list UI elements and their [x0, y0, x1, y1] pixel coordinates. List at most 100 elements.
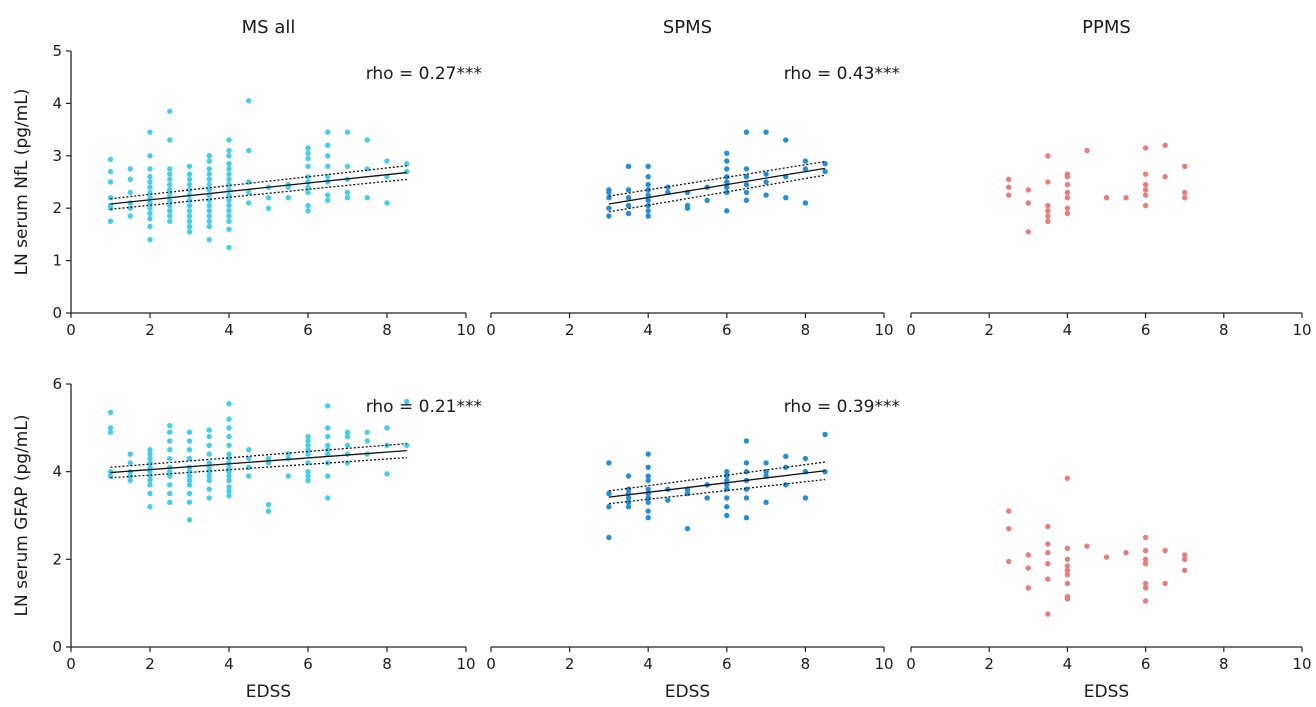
y-tick-label: 4: [52, 463, 62, 481]
data-point: [186, 213, 193, 219]
data-point: [724, 150, 730, 156]
data-point: [246, 189, 252, 196]
data-point: [724, 208, 730, 214]
ci-lower-line: [608, 478, 826, 505]
panel-title: MS all: [242, 17, 296, 38]
data-point: [226, 192, 232, 198]
data-point: [226, 416, 232, 422]
data-point: [1045, 208, 1051, 214]
data-point: [226, 464, 232, 470]
data-point: [1142, 145, 1149, 151]
data-point: [1103, 195, 1110, 201]
data-point: [167, 208, 173, 214]
data-point: [1045, 213, 1051, 219]
data-point: [1064, 171, 1071, 177]
data-point: [1162, 547, 1168, 554]
data-point: [404, 398, 410, 405]
data-point: [246, 455, 252, 462]
data-point: [147, 166, 153, 172]
data-point: [1142, 556, 1149, 563]
data-point: [743, 189, 750, 196]
data-point: [645, 202, 651, 209]
data-point: [107, 409, 114, 416]
data-point: [206, 158, 212, 164]
data-point: [1162, 174, 1168, 180]
data-point: [226, 425, 232, 431]
data-point: [186, 176, 193, 183]
x-tick-label: 0: [66, 321, 76, 339]
data-point: [384, 471, 390, 477]
data-point: [802, 495, 809, 501]
data-point: [246, 200, 252, 206]
panel-4: 0 2 4 6 8 10 0 2 4 6 EDSS LN serum GFAP (pg/mL) rho …: [12, 375, 482, 702]
data-point: [147, 215, 153, 222]
data-point: [1142, 580, 1149, 587]
data-point: [364, 429, 370, 435]
data-point: [1142, 598, 1149, 604]
ci-upper-line: [608, 461, 826, 492]
data-point: [107, 168, 114, 175]
x-tick-label: 0: [906, 655, 916, 673]
data-point: [1025, 187, 1032, 193]
data-point: [743, 181, 750, 188]
data-point: [285, 451, 291, 457]
data-point: [645, 508, 651, 514]
data-point: [404, 160, 410, 167]
data-point: [1103, 554, 1110, 560]
data-point: [226, 484, 232, 490]
data-point: [206, 451, 212, 457]
data-point: [226, 213, 232, 219]
data-point: [226, 451, 232, 457]
data-point: [625, 473, 632, 479]
data-point: [127, 477, 133, 484]
data-point: [1006, 508, 1012, 514]
data-point: [305, 433, 311, 440]
data-point: [265, 455, 272, 462]
data-point: [127, 460, 133, 466]
data-point: [743, 460, 750, 466]
data-point: [305, 189, 311, 196]
data-point: [186, 208, 193, 214]
data-point: [822, 168, 828, 175]
data-point: [167, 468, 173, 475]
data-point: [1064, 205, 1071, 211]
data-point: [325, 403, 331, 409]
data-point: [704, 197, 710, 204]
x-tick-label: 2: [145, 655, 155, 673]
data-point: [206, 171, 212, 177]
data-point: [344, 460, 351, 466]
data-point: [226, 202, 232, 209]
x-tick-label: 4: [224, 655, 234, 673]
data-point: [147, 504, 153, 510]
data-point: [1182, 556, 1188, 563]
data-point: [147, 205, 153, 211]
data-point: [226, 442, 232, 449]
ci-upper-line: [110, 165, 407, 200]
data-point: [226, 171, 232, 177]
data-point: [1182, 163, 1188, 169]
data-point: [1006, 525, 1012, 532]
data-point: [186, 181, 193, 188]
regression-line: [608, 470, 826, 498]
data-point: [305, 202, 311, 209]
y-axis-label: LN serum GFAP (pg/mL): [12, 415, 32, 617]
data-point: [206, 477, 212, 484]
data-point: [1045, 179, 1051, 185]
data-point: [246, 147, 252, 154]
data-point: [645, 181, 651, 188]
data-point: [305, 473, 311, 479]
data-point: [743, 495, 750, 501]
x-tick-label: 2: [984, 655, 994, 673]
data-point: [344, 451, 351, 457]
data-point: [1162, 580, 1168, 587]
data-point: [763, 129, 769, 135]
x-axis-label: EDSS: [246, 682, 291, 702]
ci-lower-line: [110, 178, 407, 210]
y-axis-label: LN serum NfL (pg/mL): [12, 89, 32, 276]
data-point: [645, 451, 651, 457]
x-tick-label: 8: [382, 321, 392, 339]
data-point: [167, 192, 173, 198]
data-point: [186, 429, 193, 435]
data-point: [1142, 202, 1149, 209]
data-point: [305, 174, 311, 180]
